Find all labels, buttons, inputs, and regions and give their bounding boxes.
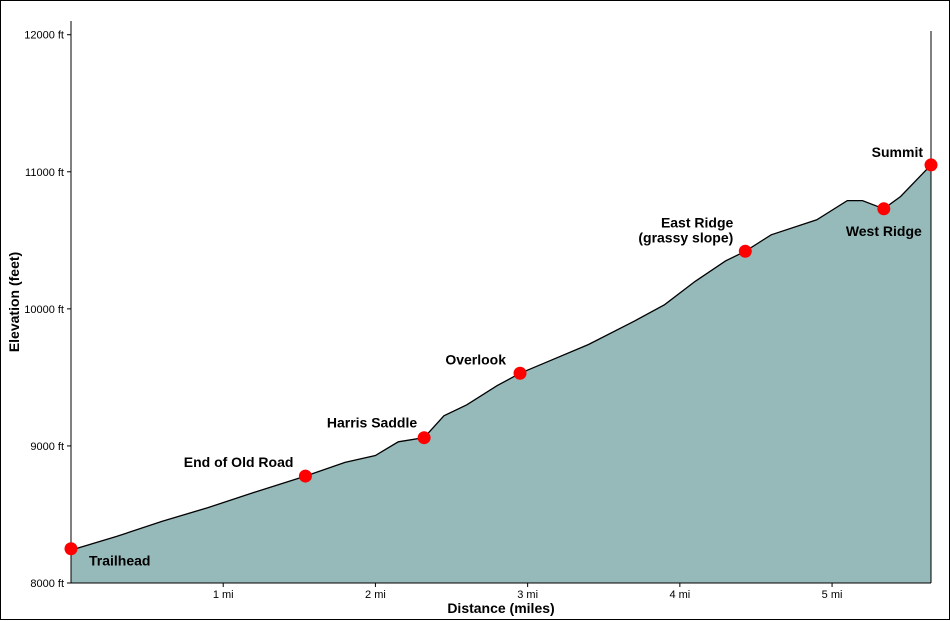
waypoint-label: East Ridge <box>661 214 734 230</box>
elevation-area <box>71 164 931 583</box>
x-tick-label: 4 mi <box>669 589 690 601</box>
y-tick-label: 12000 ft <box>24 30 64 42</box>
waypoint-label: Overlook <box>445 351 506 367</box>
axes-layer: 8000 ft 9000 ft 10000 ft 11000 ft 12000 ft 1 … <box>24 21 932 601</box>
x-tick-label: 3 mi <box>517 589 538 601</box>
waypoint-marker <box>738 244 752 258</box>
waypoint-marker <box>64 542 78 556</box>
x-tick-label: 1 mi <box>213 589 234 601</box>
waypoint-label: West Ridge <box>846 223 922 239</box>
y-tick-label: 10000 ft <box>24 304 64 316</box>
waypoint-marker <box>298 469 312 483</box>
area-layer <box>70 164 932 583</box>
waypoint-label: Trailhead <box>89 553 150 569</box>
elevation-line <box>70 164 932 551</box>
y-tick-label: 9000 ft <box>30 441 64 453</box>
waypoint-label-line2: (grassy slope) <box>638 229 733 245</box>
x-axis-title: Distance (miles) <box>447 600 554 616</box>
y-tick-label: 8000 ft <box>30 578 64 590</box>
waypoint-marker <box>877 202 891 216</box>
waypoint-layer: Trailhead End of Old Road Harris Saddle Ove… <box>64 144 938 569</box>
waypoint-label: End of Old Road <box>184 454 294 470</box>
waypoint-label: Harris Saddle <box>327 415 417 431</box>
waypoint-marker <box>924 158 938 172</box>
x-tick-label: 5 mi <box>822 589 843 601</box>
waypoint-marker <box>513 366 527 380</box>
y-tick-label: 11000 ft <box>25 167 64 179</box>
waypoint-label: Summit <box>872 144 924 160</box>
waypoint-marker <box>417 431 431 445</box>
x-tick-label: 2 mi <box>365 589 386 601</box>
y-axis-title: Elevation (feet) <box>6 252 22 352</box>
